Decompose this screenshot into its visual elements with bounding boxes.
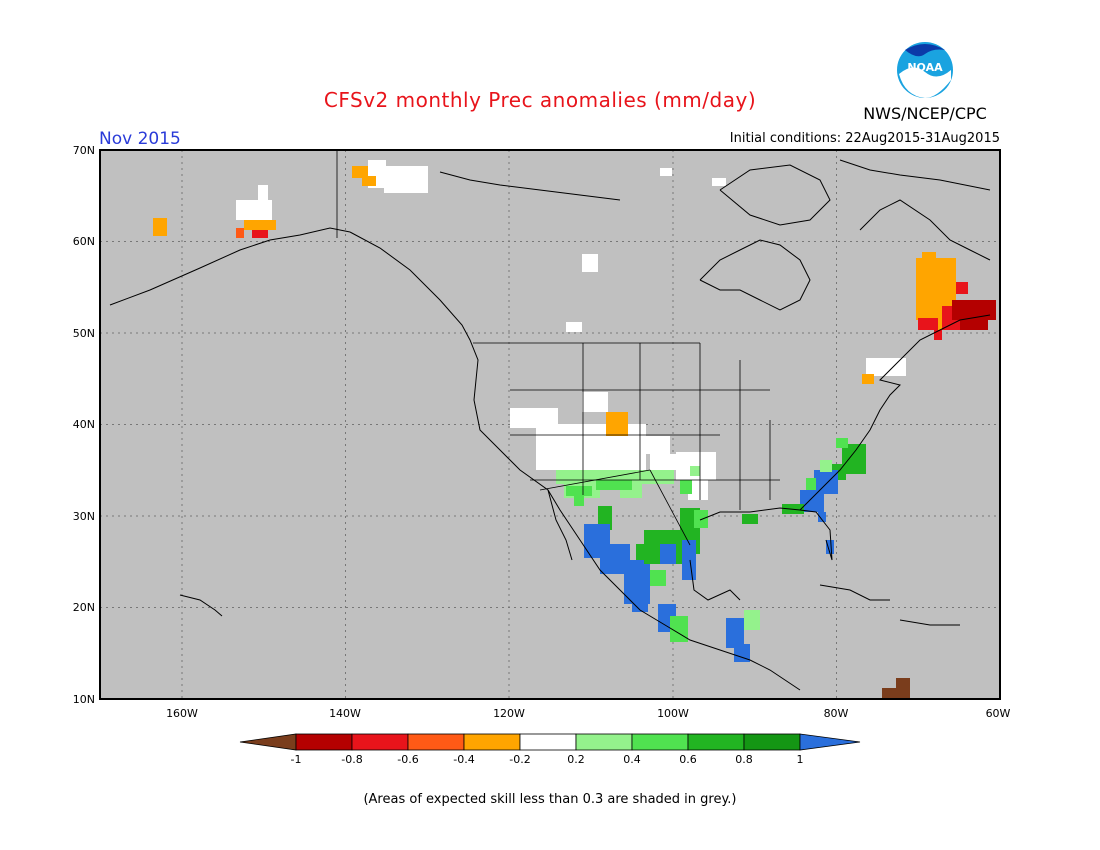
map-frame xyxy=(99,149,1001,700)
legend-label: -0.4 xyxy=(453,753,474,766)
legend-label: 1 xyxy=(797,753,804,766)
lat-tick-30n: 30N xyxy=(73,510,95,523)
skill-footnote: (Areas of expected skill less than 0.3 a… xyxy=(363,792,737,807)
legend-label: 0.2 xyxy=(567,753,585,766)
lon-tick-160w: 160W xyxy=(166,707,198,720)
coastlines xyxy=(109,159,991,691)
legend-swatch xyxy=(463,733,521,751)
lat-tick-70n: 70N xyxy=(73,144,95,157)
lon-tick-100w: 100W xyxy=(657,707,689,720)
legend-swatch xyxy=(295,733,353,751)
map-title: CFSv2 monthly Prec anomalies (mm/day) xyxy=(323,88,757,112)
legend-label: 0.6 xyxy=(679,753,697,766)
legend-arrow-right xyxy=(799,733,861,751)
lon-tick-labels: 160W 140W 120W 100W 80W 60W xyxy=(166,707,1010,720)
legend-label: -1 xyxy=(291,753,302,766)
legend-label: -0.2 xyxy=(509,753,530,766)
legend-swatch xyxy=(631,733,689,751)
lat-tick-20n: 20N xyxy=(73,601,95,614)
noaa-logo-text: NOAA xyxy=(907,61,943,74)
legend-arrow-left xyxy=(239,733,297,751)
lon-tick-140w: 140W xyxy=(329,707,361,720)
lon-tick-120w: 120W xyxy=(493,707,525,720)
legend-label: 0.4 xyxy=(623,753,641,766)
lon-tick-80w: 80W xyxy=(824,707,849,720)
legend-swatch xyxy=(351,733,409,751)
lat-tick-labels: 70N 60N 50N 40N 30N 20N 10N xyxy=(73,144,95,706)
color-legend: -1 -0.8 -0.6 -0.4 -0.2 0.2 0.4 0.6 0.8 1 xyxy=(239,733,861,766)
legend-swatch xyxy=(519,733,577,751)
initial-conditions: Initial conditions: 22Aug2015-31Aug2015 xyxy=(729,131,1000,146)
legend-swatch xyxy=(687,733,745,751)
lat-tick-40n: 40N xyxy=(73,418,95,431)
legend-label: -0.6 xyxy=(397,753,418,766)
organization-label: NWS/NCEP/CPC xyxy=(863,104,987,123)
lon-tick-60w: 60W xyxy=(986,707,1011,720)
legend-label: -0.8 xyxy=(341,753,362,766)
lat-tick-60n: 60N xyxy=(73,235,95,248)
noaa-logo: NOAA xyxy=(897,42,953,98)
forecast-month: Nov 2015 xyxy=(99,129,181,149)
lat-tick-50n: 50N xyxy=(73,327,95,340)
legend-label: 0.8 xyxy=(735,753,753,766)
legend-swatch xyxy=(575,733,633,751)
political-borders xyxy=(336,150,780,546)
legend-swatch xyxy=(743,733,801,751)
lat-tick-10n: 10N xyxy=(73,693,95,706)
legend-swatch xyxy=(407,733,465,751)
